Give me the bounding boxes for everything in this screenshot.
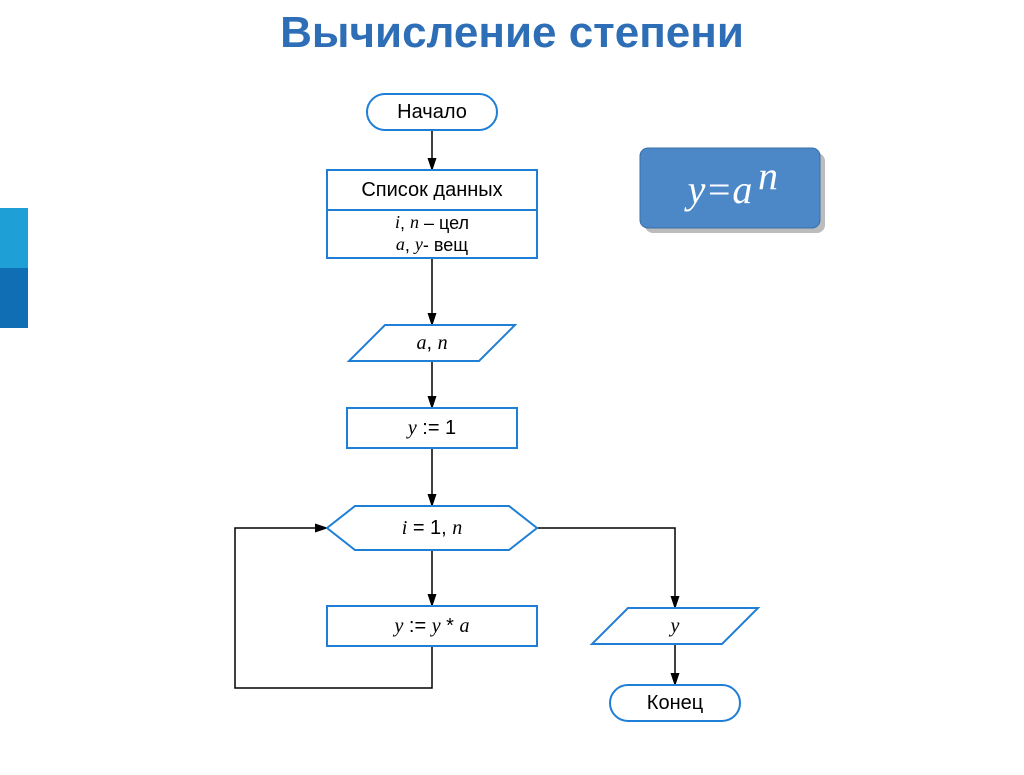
node-label: Конец [647,692,703,714]
node-label: Начало [397,101,467,123]
node-label: i = 1, n [402,517,463,540]
svg-text:y=a: y=a [684,167,753,212]
node-label: y := y * a [392,615,469,638]
node-label: i, n – цел [395,212,469,233]
node-label: y := 1 [406,417,456,440]
node-label: a, y- вещ [396,234,468,255]
node-label: a, n [416,332,447,355]
node-label: y [669,615,680,637]
svg-text:n: n [758,153,778,198]
edge [537,528,675,608]
node-label: Список данных [361,179,502,201]
flowchart-canvas: y=an Начало Список данных i, n – целa, y- в… [0,8,1024,775]
